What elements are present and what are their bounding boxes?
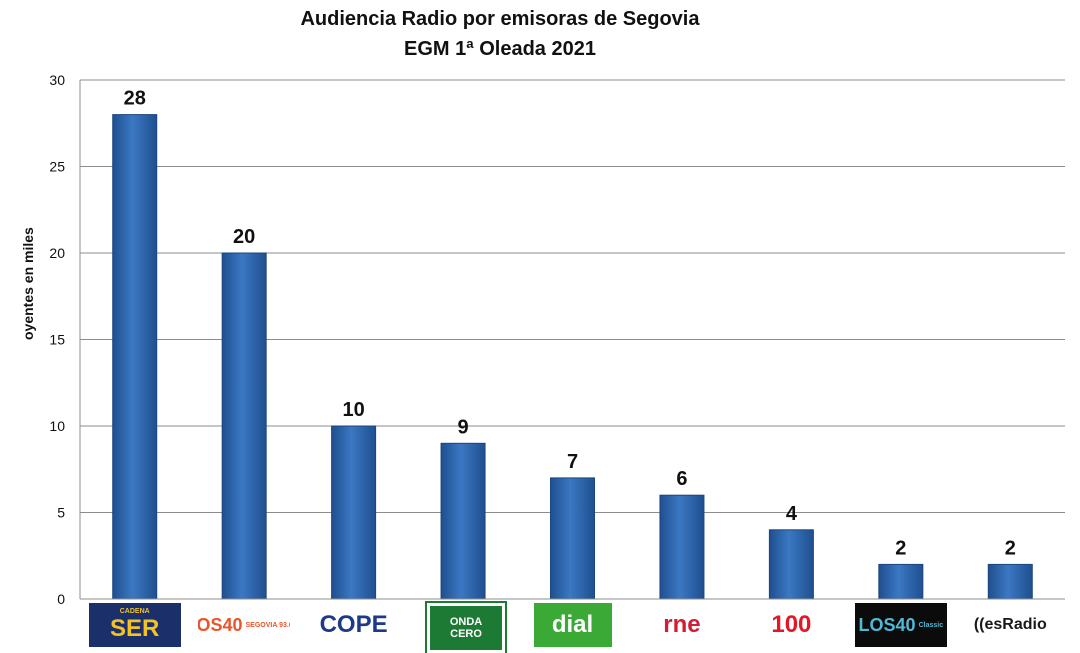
bar [112,114,158,600]
bar [987,563,1033,600]
logo-wordmark: ((esRadio [973,616,1047,633]
esradio-logo: ((esRadio [960,603,1061,647]
bar [221,252,267,600]
logo-wordmark: COPE [319,611,388,638]
bar-value-label: 4 [786,503,798,525]
cadena-ser-logo: CADENA SER [88,603,181,647]
y-tick-label: 30 [49,72,65,88]
bar-value-label: 9 [457,416,468,438]
bar [659,494,705,600]
logo-wordmark: rne [663,611,701,638]
bar-value-label: 6 [676,468,687,490]
dial-logo: dial [533,603,612,647]
y-tick-label: 10 [49,418,65,434]
rne-logo: rne [641,603,722,647]
logo-wordmark: LOS40 [858,614,916,635]
logo-subtext: CADENA [119,607,150,615]
logo-wordmark: SER [110,614,160,642]
chart-title: Audiencia Radio por emisoras de Segovia [300,8,700,30]
onda-cero-logo: ONDA CERO [425,601,508,653]
y-tick-label: 5 [57,505,65,521]
logo-subtext: CERO [450,628,482,640]
bar-value-label: 7 [567,451,578,473]
bar-value-label: 28 [124,88,146,110]
bar [440,442,486,600]
chart-subtitle: EGM 1ª Oleada 2021 [404,38,596,60]
cope-logo: COPE [308,603,399,647]
bar-value-label: 2 [895,537,906,559]
logo-wordmark: 100 [771,611,812,638]
bar [768,529,814,600]
cadena-100-logo: 100 [758,603,825,647]
bar [331,425,377,600]
y-tick-label: 0 [57,591,65,607]
logo-subtext: Classic [918,621,944,629]
y-tick-label: 15 [49,332,65,348]
bar-value-label: 10 [342,399,364,421]
bar-value-label: 20 [233,226,255,248]
bar [550,477,595,600]
y-tick-label: 20 [49,245,65,261]
logo-wordmark: ONDA [449,616,483,628]
bar [878,563,924,600]
logo-wordmark: dial [551,611,594,638]
y-tick-label: 25 [49,159,65,175]
los40-segovia-logo: LOS40SEGOVIA 93.6FM [198,603,291,647]
bar-value-label: 2 [1005,537,1016,559]
logo-subtext: SEGOVIA 93.6FM [245,621,291,629]
logo-wordmark: LOS40 [198,614,243,635]
los40-classic-logo: LOS40 Classic [854,603,947,647]
